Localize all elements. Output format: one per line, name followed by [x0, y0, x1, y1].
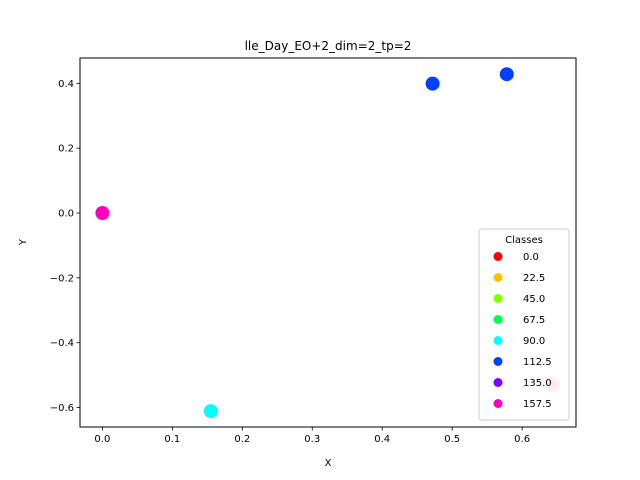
legend-marker: [493, 378, 503, 387]
legend-label: 112.5: [523, 357, 552, 368]
x-tick-label: 0.5: [444, 434, 460, 445]
legend-label: 22.5: [523, 273, 545, 284]
legend-label: 90.0: [523, 336, 545, 347]
legend-label: 0.0: [523, 252, 539, 263]
data-point: [425, 76, 440, 91]
y-tick-label: 0.4: [58, 79, 74, 90]
data-point: [95, 205, 110, 220]
legend: Classes 0.0 22.5 45.0 67.5 90.0 112.5 135.0 157.…: [478, 228, 570, 421]
x-axis: 0.0 0.1 0.2 0.3 0.4 0.5 0.6: [94, 427, 530, 445]
data-point: [499, 67, 514, 82]
chart-title: lle_Day_EO+2_dim=2_tp=2: [245, 39, 412, 53]
x-tick-label: 0.3: [304, 434, 320, 445]
y-tick-label: 0.0: [58, 208, 74, 219]
legend-title: Classes: [505, 235, 543, 246]
y-axis: −0.6 −0.4 −0.2 0.0 0.2 0.4: [50, 79, 80, 414]
plot-frame: [79, 57, 577, 428]
y-axis-label: Y: [18, 238, 29, 246]
legend-marker: [493, 357, 503, 366]
legend-marker: [493, 336, 503, 345]
legend-label: 45.0: [523, 294, 545, 305]
y-tick-label: 0.2: [58, 144, 74, 155]
legend-marker: [493, 315, 503, 324]
legend-marker: [493, 252, 503, 261]
legend-marker: [493, 399, 503, 408]
x-tick-label: 0.6: [514, 434, 530, 445]
legend-marker: [493, 273, 503, 282]
y-tick-label: −0.2: [50, 273, 74, 284]
data-point: [203, 404, 218, 419]
x-tick-label: 0.1: [164, 434, 180, 445]
legend-label: 135.0: [523, 378, 552, 389]
x-tick-label: 0.2: [234, 434, 250, 445]
legend-label: 67.5: [523, 315, 545, 326]
legend-label: 157.5: [523, 399, 552, 410]
y-tick-label: −0.4: [50, 338, 74, 349]
data-points: [95, 67, 560, 419]
x-tick-label: 0.0: [94, 434, 110, 445]
x-tick-label: 0.4: [374, 434, 390, 445]
x-axis-label: X: [325, 458, 332, 469]
y-tick-label: −0.6: [50, 403, 74, 414]
legend-marker: [493, 294, 503, 303]
